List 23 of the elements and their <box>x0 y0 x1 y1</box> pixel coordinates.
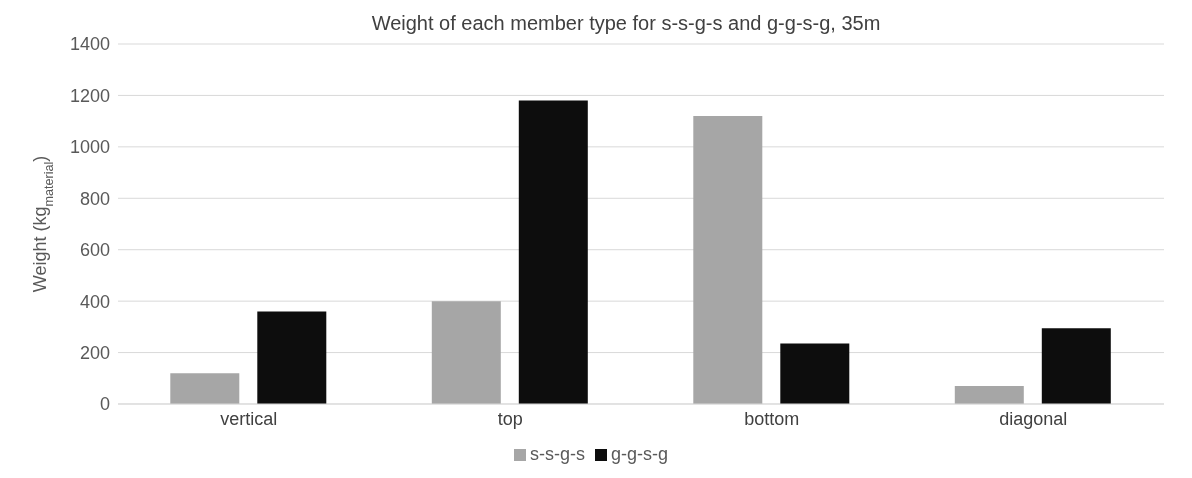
bar <box>693 116 763 404</box>
bar <box>170 373 240 404</box>
y-tick-label: 1200 <box>69 85 110 106</box>
bar <box>431 301 501 404</box>
y-tick-label: 400 <box>79 291 110 312</box>
bar <box>780 343 850 404</box>
y-tick-label: 200 <box>79 342 110 363</box>
x-tick-label: top <box>497 408 523 429</box>
x-tick-label: vertical <box>220 408 278 429</box>
bar <box>954 386 1024 404</box>
x-tick-label: bottom <box>744 408 800 429</box>
bar <box>257 311 327 404</box>
bar <box>1041 328 1111 404</box>
x-tick-label: diagonal <box>999 408 1068 429</box>
y-tick-label: 800 <box>79 188 110 209</box>
y-tick-label: 1000 <box>69 137 110 158</box>
y-tick-label: 600 <box>79 240 110 261</box>
chart-title: Weight of each member type for s-s-g-s and g-g-s-g, 35m <box>371 12 881 34</box>
legend-label: g-g-s-g <box>610 444 668 464</box>
y-tick-label: 1400 <box>69 34 110 55</box>
y-tick-label: 0 <box>99 394 110 415</box>
legend-label: s-s-g-s <box>529 444 585 464</box>
bar <box>518 100 588 404</box>
